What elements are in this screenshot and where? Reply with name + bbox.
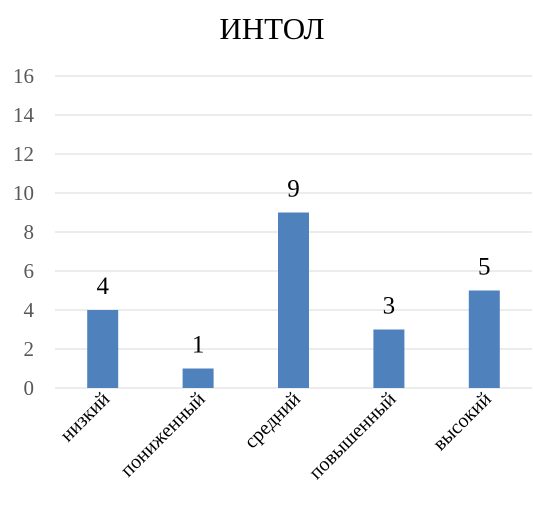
y-tick-label: 2	[24, 337, 35, 361]
data-labels: 4 1 9 3 5	[96, 176, 490, 359]
x-tick-label: средний	[240, 388, 305, 453]
y-tick-label: 8	[24, 220, 35, 244]
chart-title: ИНТОЛ	[219, 11, 324, 46]
bar	[373, 329, 405, 388]
data-label: 4	[96, 273, 109, 300]
y-axis-tick-labels: 0 2 4 6 8 10 12 14 16	[13, 64, 35, 400]
x-axis-tick-labels: низкий пониженный средний повышенный высокий	[56, 388, 496, 484]
y-tick-label: 4	[24, 298, 35, 322]
x-tick-label: пониженный	[116, 388, 210, 482]
bars	[87, 212, 500, 388]
data-label: 5	[478, 254, 491, 281]
y-tick-label: 16	[13, 64, 34, 88]
x-tick-label: высокий	[429, 388, 496, 455]
x-tick-label: повышенный	[305, 388, 401, 484]
y-tick-label: 10	[13, 181, 34, 205]
bar	[468, 290, 500, 388]
bar	[182, 368, 214, 388]
y-tick-label: 6	[24, 259, 35, 283]
data-label: 1	[192, 332, 205, 359]
bar	[278, 212, 309, 388]
y-tick-label: 14	[13, 103, 35, 127]
x-tick-label: низкий	[56, 388, 114, 446]
y-tick-label: 12	[13, 142, 34, 166]
bar	[87, 310, 119, 388]
data-label: 3	[383, 293, 396, 320]
data-label: 9	[287, 176, 300, 203]
y-tick-label: 0	[24, 376, 35, 400]
